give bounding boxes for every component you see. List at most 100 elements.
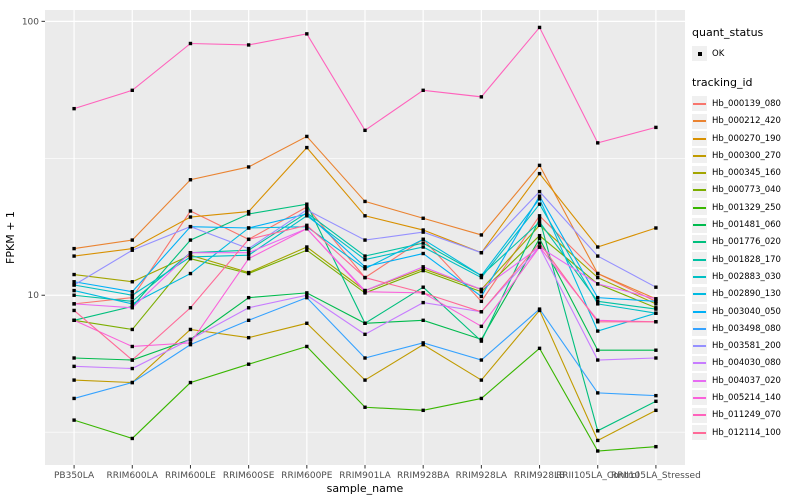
data-point [479,299,484,304]
legend-key-swatch [692,131,707,147]
data-point [363,238,367,242]
data-point [188,255,193,259]
legend-item-label: Hb_001828_170 [712,254,781,265]
legend-key-swatch [692,355,707,371]
legend-line-icon [693,172,706,175]
data-point [363,378,367,382]
data-point [537,241,542,245]
legend-item: Hb_001776_020 [692,234,798,251]
data-point [188,341,193,345]
data-point [537,233,542,238]
data-point [421,285,425,289]
legend-item: Hb_000773_040 [692,182,798,199]
legend-item: Hb_001481_060 [692,216,798,233]
data-point [596,275,600,280]
data-point [537,214,542,218]
data-point [72,308,76,313]
y-axis-title: FPKM + 1 [4,211,17,264]
data-point [305,205,309,209]
data-point [654,399,658,403]
legend-key-swatch [692,217,707,233]
data-point [479,275,484,280]
data-point [305,208,309,212]
data-point [479,324,484,329]
data-point [305,212,309,216]
data-point [596,141,600,145]
data-point [188,224,193,229]
data-point [421,88,425,93]
data-point [596,302,600,306]
data-point [188,306,193,310]
data-point [72,246,76,251]
x-tick-label: RRIM928LB [514,471,565,481]
legend-item: Hb_001828_170 [692,251,798,268]
legend-key-swatch [692,373,707,389]
data-point [246,306,251,310]
data-point [246,256,251,261]
legend-line-icon [693,310,706,313]
data-point [479,287,484,292]
data-point [654,356,658,360]
y-tick-label: 10 [28,291,40,301]
data-point [479,378,484,382]
data-point [537,223,542,228]
x-tick-label: PB350LA [54,471,95,481]
data-point [421,268,425,273]
data-point [246,165,251,169]
data-point [363,275,367,280]
legend-key-swatch [692,182,707,198]
legend-key-swatch [692,148,707,164]
data-point [537,346,542,351]
data-point [596,245,600,249]
legend-line-icon [693,293,706,296]
data-point [130,295,134,300]
data-point [246,226,251,230]
data-point [654,307,658,311]
legend-key-swatch [692,338,707,354]
legend-line-icon [693,258,706,261]
data-point [363,199,367,204]
data-point [479,310,484,314]
legend-item: Hb_000270_190 [692,130,798,147]
legend-item-label: Hb_005214_140 [712,392,781,403]
x-tick-label: RRIM600PE [281,471,333,481]
data-point [363,254,367,258]
legend-key-swatch [692,286,707,302]
legend-key-swatch [692,304,707,319]
data-point [479,339,484,343]
data-point [246,253,251,257]
data-point [188,327,193,332]
data-point [363,257,367,262]
data-point [596,348,600,352]
data-point [188,41,193,46]
data-point [246,212,251,216]
data-point [188,215,193,219]
x-axis-title: sample_name [327,482,404,495]
legend-item-label: Hb_012114_100 [712,427,781,438]
data-point [246,250,251,255]
legend-line-icon [693,102,706,105]
data-point [537,194,542,198]
data-point [130,88,134,93]
data-point [72,288,76,293]
data-point [72,283,76,287]
x-tick-label: RRII105LA_Control [556,471,639,481]
data-point [421,228,425,232]
data-point [363,265,367,269]
legend-item-label: Hb_001481_060 [712,220,781,231]
data-point [537,163,542,168]
data-point [188,256,193,261]
legend-line-icon [693,396,706,399]
legend-line-icon [693,362,706,365]
legend-line-icon [693,206,706,209]
legend-item-label: Hb_011249_070 [712,410,781,421]
legend-item-label: Hb_000300_270 [712,150,781,161]
legend-key-swatch [692,321,707,337]
x-tick-label: RRIM928BA [397,471,450,481]
data-point [188,271,193,276]
data-point [421,342,425,347]
legend-line-icon [693,431,706,434]
point-icon [697,51,702,56]
data-point [188,342,193,347]
legend-quant-items: OK [692,45,798,62]
